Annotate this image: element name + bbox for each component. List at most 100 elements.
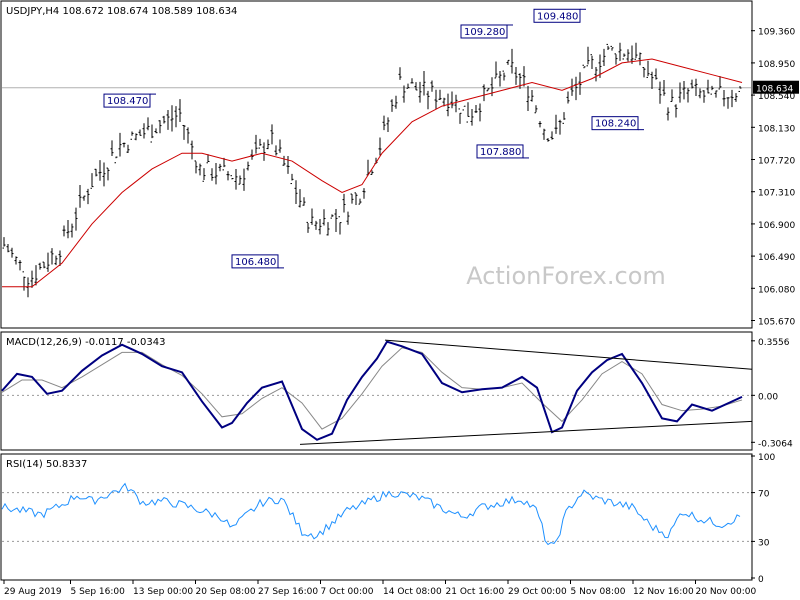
ohlc-bars [2, 42, 742, 298]
ohlc-bar [562, 112, 566, 124]
ohlc-bar [54, 255, 58, 266]
macd-panel-frame [0, 331, 753, 451]
ohlc-bar [34, 265, 38, 286]
price-annotation-box [103, 93, 151, 108]
ohlc-bar [42, 261, 46, 269]
ohlc-bar [46, 252, 50, 272]
ohlc-bar [302, 197, 306, 206]
macd-trendline [299, 420, 753, 445]
rsi-panel-title: RSI(14) 50.8337 [6, 459, 87, 470]
ohlc-bar [426, 90, 430, 110]
ohlc-bar [170, 105, 174, 132]
ohlc-bar [682, 80, 686, 100]
price-ytick-label: 108.950 [758, 60, 795, 70]
ohlc-bar [714, 90, 718, 98]
ohlc-bar [254, 134, 258, 154]
ohlc-bar [610, 45, 614, 51]
ohlc-bar [266, 139, 270, 150]
ohlc-bar [162, 115, 166, 124]
ohlc-bar [278, 139, 282, 153]
ohlc-bar [570, 78, 574, 96]
ohlc-bar [346, 211, 350, 225]
rsi-ytick-label: 100 [758, 453, 775, 463]
ohlc-bar [418, 81, 422, 103]
ohlc-bar [398, 67, 402, 80]
ohlc-bar [602, 48, 606, 66]
ohlc-bar [218, 163, 222, 172]
macd-signal-line [1, 347, 743, 430]
ohlc-bar [594, 67, 598, 82]
ohlc-bar [246, 161, 250, 171]
ohlc-bar [554, 114, 558, 134]
ohlc-bar [90, 173, 94, 189]
ohlc-bar [78, 185, 82, 208]
ohlc-bar [6, 244, 10, 253]
ohlc-bar [694, 78, 698, 97]
ohlc-bar [546, 138, 550, 142]
ohlc-bar [230, 175, 234, 180]
ohlc-bar [358, 198, 362, 205]
ohlc-bar [154, 128, 158, 134]
ohlc-bar [122, 142, 126, 148]
x-tick-label: 27 Sep 16:00 [258, 587, 318, 597]
ohlc-bar [66, 220, 70, 239]
ohlc-bar [342, 193, 346, 213]
ohlc-bar [126, 144, 130, 153]
ohlc-bar [330, 214, 334, 219]
ohlc-bar [26, 277, 30, 298]
ohlc-bar [110, 140, 114, 156]
ohlc-bar [150, 124, 154, 143]
ohlc-bar [738, 86, 742, 92]
ohlc-bar [114, 156, 118, 164]
ohlc-bar [518, 73, 522, 89]
ohlc-bar [466, 102, 470, 123]
ohlc-bar [534, 105, 538, 114]
ohlc-bar [190, 140, 194, 160]
ohlc-bar [214, 163, 218, 185]
ohlc-bar [186, 127, 190, 144]
ohlc-bar [270, 124, 274, 145]
ohlc-bar [98, 160, 102, 181]
ohlc-bar [18, 260, 22, 271]
ohlc-bar [494, 61, 498, 79]
price-ytick-label: 109.360 [758, 28, 795, 38]
ohlc-bar [334, 208, 338, 233]
ohlc-bar [290, 173, 294, 185]
ohlc-bar [198, 163, 202, 176]
ohlc-bar [106, 167, 110, 181]
ohlc-bar [542, 128, 546, 140]
ohlc-bar [370, 170, 374, 175]
ohlc-bar [514, 66, 518, 85]
ohlc-bar [326, 222, 330, 236]
ohlc-bar [14, 256, 18, 265]
rsi-ytick-label: 70 [758, 490, 770, 500]
ohlc-bar [686, 88, 690, 103]
current-price-label: 108.634 [756, 85, 793, 95]
ohlc-bar [234, 169, 238, 190]
ohlc-bar [146, 117, 150, 131]
ohlc-bar [166, 110, 170, 130]
x-tick-label: 21 Oct 16:00 [446, 587, 505, 597]
rsi-ytick-label: 30 [758, 538, 770, 548]
price-panel-title: USDJPY,H4 108.672 108.674 108.589 108.63… [6, 6, 237, 17]
ohlc-bar [530, 89, 534, 102]
current-price-box [753, 80, 799, 94]
price-annotation-box [591, 116, 639, 131]
ohlc-bar [38, 262, 42, 270]
watermark: ActionForex.com [466, 262, 666, 290]
ohlc-bar [386, 117, 390, 132]
price-ytick-label: 106.490 [758, 253, 795, 263]
price-sma-line [2, 58, 743, 288]
price-ytick-label: 108.130 [758, 124, 795, 134]
ohlc-bar [662, 80, 666, 96]
ohlc-bar [134, 133, 138, 141]
ohlc-bar [654, 68, 658, 80]
macd-line [1, 340, 743, 441]
price-annotation-label: 109.280 [464, 27, 505, 38]
ohlc-bar [322, 209, 326, 226]
ohlc-bar [226, 171, 230, 181]
price-ytick-label: 105.670 [758, 318, 795, 328]
macd-ytick-label: 0.3556 [758, 338, 790, 348]
rsi-ytick-label: 0 [758, 575, 764, 585]
ohlc-bar [394, 95, 398, 109]
